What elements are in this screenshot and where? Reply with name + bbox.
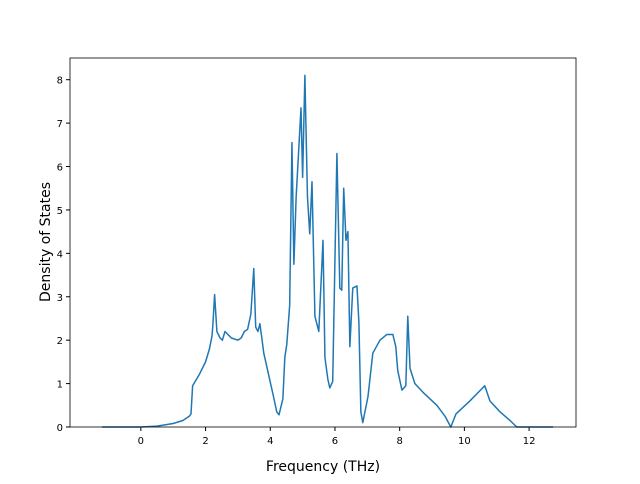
y-tick-label: 6 [57,163,63,174]
x-tick-label: 10 [458,436,471,447]
x-tick-label: 12 [523,436,536,447]
y-tick-label: 1 [57,380,63,391]
x-tick-label: 4 [267,436,273,447]
y-tick-label: 4 [57,249,63,260]
y-tick-label: 8 [57,76,63,87]
y-axis-label: Density of States [38,182,54,302]
y-tick-label: 5 [57,206,63,217]
x-tick-label: 2 [202,436,208,447]
plot-frame [69,57,577,428]
y-tick-label: 2 [57,336,63,347]
x-axis-label: Frequency (THz) [266,459,380,475]
x-tick-label: 0 [138,436,144,447]
y-tick-label: 7 [57,119,63,130]
x-tick-label: 8 [396,436,402,447]
y-tick-label: 3 [57,293,63,304]
x-tick-label: 6 [332,436,338,447]
line [102,74,554,428]
y-tick-label: 0 [57,423,63,434]
